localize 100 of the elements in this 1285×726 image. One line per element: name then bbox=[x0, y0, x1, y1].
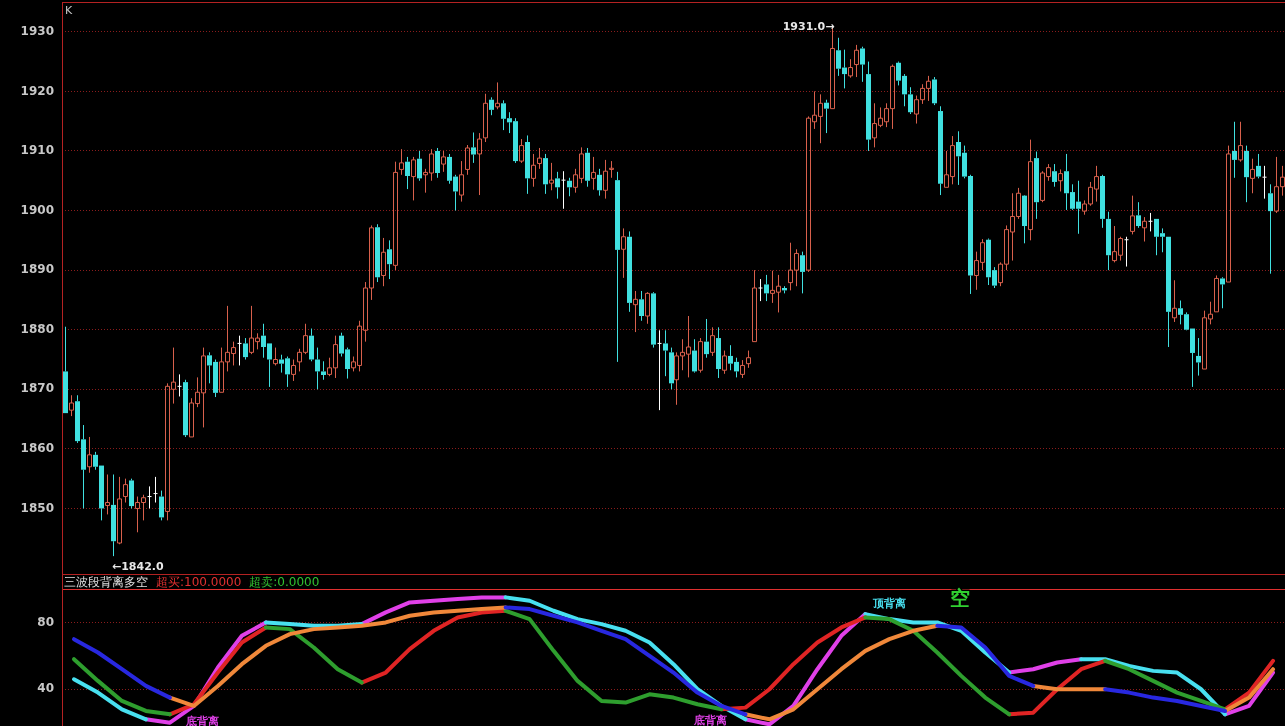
candlestick bbox=[1148, 212, 1153, 232]
y-tick-label: 1860 bbox=[20, 441, 54, 455]
y-tick-label: 1920 bbox=[20, 83, 54, 98]
candlestick bbox=[543, 153, 548, 195]
candlestick bbox=[495, 81, 500, 110]
candlestick bbox=[585, 147, 590, 188]
candlestick bbox=[1262, 165, 1267, 200]
candlestick bbox=[393, 161, 398, 271]
y-tick-label: 1930 bbox=[20, 23, 54, 38]
annotation: 1931.0→ bbox=[782, 19, 835, 33]
y-tick-label: 1900 bbox=[20, 202, 54, 217]
candlestick bbox=[1034, 151, 1039, 220]
candlestick bbox=[123, 478, 128, 503]
candlestick bbox=[716, 326, 721, 379]
candlestick bbox=[315, 347, 320, 390]
ref-line-label: 超买:100.0000 bbox=[156, 575, 242, 590]
candlestick bbox=[1124, 236, 1129, 268]
candlestick bbox=[183, 379, 188, 438]
y-tick-label: 1880 bbox=[20, 321, 54, 336]
candlestick bbox=[321, 360, 326, 381]
candlestick bbox=[1196, 337, 1201, 377]
candlestick bbox=[1166, 236, 1171, 348]
candlestick bbox=[417, 150, 422, 182]
chart-title: 三波段背离多空 bbox=[64, 575, 148, 590]
candlestick bbox=[669, 347, 674, 390]
candlestick bbox=[603, 159, 608, 200]
candlestick bbox=[758, 278, 763, 302]
candlestick bbox=[1172, 279, 1177, 323]
candlestick bbox=[932, 76, 937, 106]
candlestick bbox=[1220, 278, 1225, 309]
candlestick bbox=[405, 156, 410, 190]
candlestick bbox=[105, 474, 110, 515]
y-tick-label: 1850 bbox=[20, 500, 54, 515]
chart-title: K bbox=[65, 3, 73, 17]
candlestick bbox=[153, 476, 158, 503]
candlestick bbox=[411, 156, 416, 201]
candlestick bbox=[633, 290, 638, 333]
candlestick bbox=[1028, 139, 1033, 241]
candlestick bbox=[854, 44, 859, 78]
candlestick bbox=[1250, 158, 1255, 194]
candlestick bbox=[627, 230, 632, 313]
candlestick bbox=[639, 290, 644, 322]
candlestick bbox=[1022, 195, 1027, 244]
candlestick bbox=[651, 293, 656, 349]
candlestick bbox=[381, 237, 386, 287]
candlestick bbox=[243, 337, 248, 360]
y-tick-label: 1870 bbox=[20, 381, 54, 396]
candlestick bbox=[531, 153, 536, 188]
candlestick bbox=[567, 177, 572, 197]
candlestick bbox=[1268, 183, 1273, 275]
candlestick bbox=[591, 156, 596, 191]
candlestick bbox=[848, 58, 853, 79]
candlestick bbox=[752, 269, 757, 343]
candlestick bbox=[866, 61, 871, 152]
candlestick bbox=[1136, 201, 1141, 229]
candlestick bbox=[387, 239, 392, 280]
candlestick bbox=[1256, 153, 1261, 179]
annotation: 超卖:0.0000 bbox=[249, 575, 320, 590]
candlestick bbox=[704, 318, 709, 359]
candlestick bbox=[159, 490, 164, 521]
candlestick bbox=[621, 227, 626, 279]
candlestick bbox=[435, 147, 440, 179]
candlestick bbox=[657, 329, 662, 411]
candlestick bbox=[615, 171, 620, 363]
candlestick bbox=[692, 338, 697, 372]
candlestick bbox=[549, 162, 554, 191]
candlestick bbox=[489, 96, 494, 116]
candlestick bbox=[177, 373, 182, 397]
y-tick-label: 80 bbox=[37, 614, 54, 629]
annotation: 底背离 bbox=[185, 715, 220, 726]
candlestick bbox=[1100, 175, 1105, 229]
candlestick bbox=[63, 326, 68, 414]
candlestick bbox=[1142, 216, 1147, 243]
candlestick bbox=[800, 251, 805, 294]
candlestick bbox=[87, 436, 92, 474]
candlestick bbox=[1232, 121, 1237, 179]
candlestick bbox=[1052, 163, 1057, 188]
candlestick bbox=[237, 335, 242, 366]
annotation: 顶背离 bbox=[872, 597, 907, 611]
candlestick bbox=[860, 46, 865, 83]
annotation: ←1842.0 bbox=[111, 559, 164, 573]
candlestick bbox=[111, 474, 116, 557]
candlestick bbox=[525, 134, 530, 195]
candlestick bbox=[746, 350, 751, 369]
candlestick bbox=[1238, 121, 1243, 163]
candlestick bbox=[597, 168, 602, 197]
candlestick bbox=[555, 171, 560, 200]
candlestick bbox=[764, 274, 769, 302]
y-tick-label: 1910 bbox=[20, 143, 54, 158]
candlestick bbox=[375, 223, 380, 283]
candlestick bbox=[537, 147, 542, 170]
candlestick bbox=[710, 326, 715, 357]
candlestick bbox=[908, 86, 913, 115]
candlestick bbox=[609, 160, 614, 179]
candlestick bbox=[938, 105, 943, 196]
annotation: 空 bbox=[949, 586, 970, 611]
candlestick bbox=[147, 485, 152, 509]
candlestick bbox=[471, 131, 476, 164]
candlestick bbox=[1214, 274, 1219, 313]
candlestick bbox=[117, 476, 122, 544]
